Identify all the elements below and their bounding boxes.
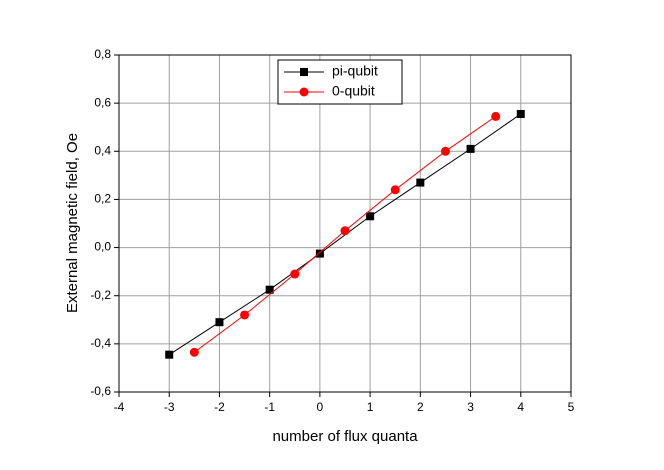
point (240, 310, 250, 320)
y-tick-label: 0,2 (94, 192, 111, 206)
point (165, 350, 174, 359)
legend-marker (300, 68, 308, 76)
point (366, 212, 375, 221)
y-tick-label: -0,6 (90, 384, 111, 398)
y-tick-label: 0,8 (94, 47, 111, 61)
point (189, 347, 199, 357)
x-tick-label: 4 (517, 400, 524, 414)
y-tick-label: -0,2 (90, 288, 111, 302)
legend-label: 0-qubit (332, 83, 375, 99)
x-tick-label: -2 (214, 400, 225, 414)
y-axis-title: External magnetic field, Oe (64, 133, 81, 313)
point (340, 226, 350, 236)
plot-frame (118, 54, 572, 393)
point (215, 318, 224, 327)
x-tick-label: -1 (264, 400, 275, 414)
x-tick-label: 3 (467, 400, 474, 414)
point (265, 285, 274, 294)
y-tick-label: 0,4 (94, 143, 111, 157)
point (516, 109, 525, 118)
point (491, 111, 501, 121)
x-tick-label: -4 (114, 400, 125, 414)
y-tick-label: 0,0 (94, 240, 111, 254)
x-tick-label: -3 (164, 400, 175, 414)
legend-label: pi-qubit (332, 63, 378, 79)
x-tick-label: 2 (417, 400, 424, 414)
point (440, 146, 450, 156)
x-tick-label: 5 (568, 400, 575, 414)
point (466, 144, 475, 153)
point (390, 185, 400, 195)
x-tick-label: 0 (317, 400, 324, 414)
point (315, 249, 324, 258)
legend-marker (299, 87, 309, 97)
x-axis-title: number of flux quanta (272, 428, 418, 445)
legend-box (277, 59, 403, 105)
point (416, 178, 425, 187)
x-tick-label: 1 (367, 400, 374, 414)
point (290, 269, 300, 279)
y-tick-label: -0,4 (90, 336, 111, 350)
y-tick-label: 0,6 (94, 95, 111, 109)
